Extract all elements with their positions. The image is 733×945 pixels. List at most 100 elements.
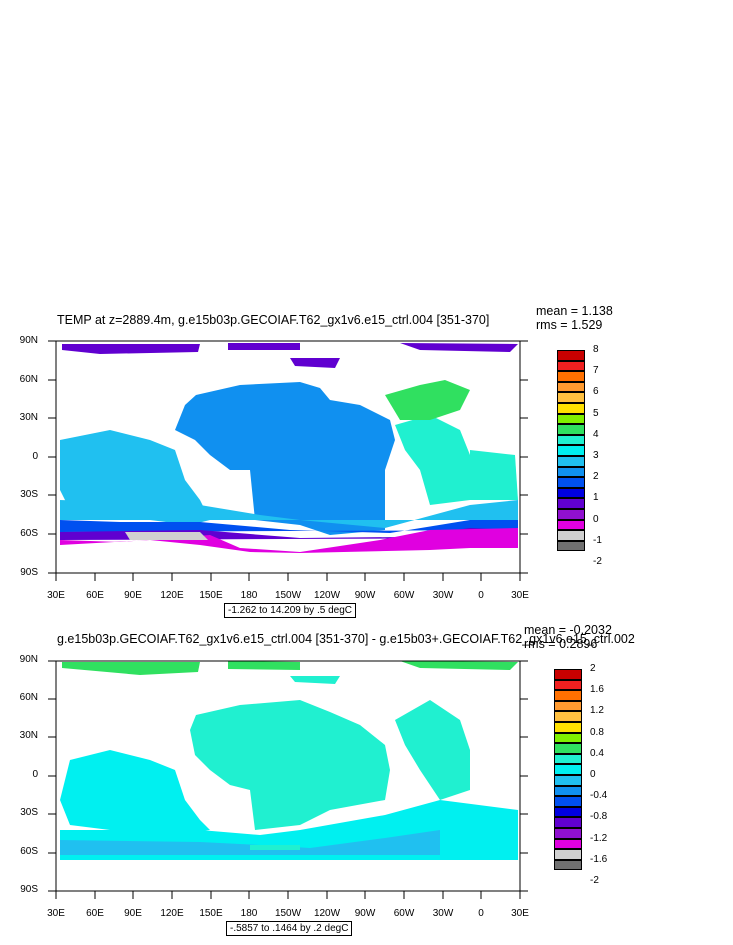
panel2-lon-label: 30E [511,908,529,919]
panel2-ocean-field [60,661,518,860]
panel1-lon-label: 60W [393,590,415,601]
colorbar-label: -1 [593,534,602,546]
panel1-lat-label: 60S [20,528,38,539]
panel1-lon-label: 180 [240,590,258,601]
colorbar-swatch [554,859,582,871]
colorbar-swatch [554,764,582,775]
colorbar-swatch [557,477,585,488]
colorbar-label: -0.8 [590,811,608,823]
colorbar-label: -0.4 [590,790,608,802]
panel2-lat-label: 30S [20,807,38,818]
panel1-rms: rms = 1.529 [536,318,603,332]
panel2-lon-label: 60W [393,908,415,919]
colorbar-label: 6 [593,386,599,398]
colorbar-swatch [557,381,585,393]
colorbar-swatch [554,690,582,701]
colorbar-swatch [557,487,585,499]
panel2-lon-label: 180 [240,908,258,919]
colorbar-swatch [557,498,585,509]
colorbar-swatch [554,700,582,712]
colorbar-label: 1 [593,492,599,504]
colorbar-label: 1.2 [590,705,604,717]
panel2-lat-label: 90S [20,884,38,895]
colorbar-swatch [557,445,585,456]
colorbar-swatch [557,402,585,414]
panel2-lat-label: 90N [19,654,38,665]
panel1-lat-label: 90N [19,335,38,346]
colorbar-label: 4 [593,428,599,440]
colorbar-swatch [554,711,582,722]
colorbar-label: -1.6 [590,853,608,865]
colorbar-swatch [557,350,585,361]
panel2-mean: mean = -0.2032 [524,623,612,637]
colorbar-swatch [557,508,585,520]
colorbar-swatch [554,806,582,818]
colorbar-swatch [557,413,585,425]
colorbar-label: -2 [590,875,599,886]
panel1-lat-label: 30S [20,489,38,500]
panel1-lon-label: 30E [47,590,65,601]
colorbar-swatch [554,838,582,850]
colorbar-swatch [557,360,585,372]
panel1-lat-label: 0 [32,451,38,462]
panel2-lon-label: 30W [432,908,454,919]
colorbar-label: 7 [593,365,599,377]
colorbar-label: 2 [593,471,599,483]
colorbar-label: 0 [590,769,596,780]
colorbar-swatch [554,774,582,786]
colorbar-swatch [554,796,582,807]
panel1-lon-label: 60E [86,590,104,601]
colorbar-swatch [557,434,585,446]
colorbar-swatch [557,540,585,552]
panel2-lon-label: 30E [47,908,65,919]
panel2-lat-label: 30N [19,730,38,741]
panel1-title: TEMP at z=2889.4m, g.e15b03p.GECOIAF.T62… [57,313,490,327]
panel1-lon-label: 0 [478,590,484,601]
colorbar-label: 5 [593,407,599,419]
colorbar-label: 0.8 [590,726,604,738]
colorbar-swatch [554,743,582,754]
colorbar-label: 0 [593,513,599,525]
colorbar-swatch [557,424,585,435]
colorbar-label: 1.6 [590,684,604,696]
colorbar-swatch [554,679,582,691]
panel2-range-box: -.5857 to .1464 by .2 degC [226,921,353,936]
panel1-lat-label: 30N [19,412,38,423]
colorbar-swatch [557,530,585,541]
colorbar-swatch [554,785,582,797]
panel1-mean: mean = 1.138 [536,304,613,318]
panel2-title: g.e15b03p.GECOIAF.T62_gx1v6.e15_ctrl.004… [57,632,635,646]
colorbar-swatch [554,732,582,744]
colorbar-swatch [554,817,582,828]
panel2-lon-label: 90W [354,908,376,919]
colorbar-swatch [557,392,585,403]
panel2-map [48,660,528,899]
colorbar-label: 8 [593,344,599,355]
panel1-lon-label: 90E [124,590,142,601]
colorbar-swatch [557,371,585,382]
colorbar-swatch [554,849,582,860]
panel1-map [48,340,528,581]
panel1-lon-label: 90W [354,590,376,601]
colorbar-swatch [554,721,582,733]
panel1-lon-label: 30E [511,590,529,601]
colorbar-label: 0.4 [590,747,604,759]
panel1-lat-label: 60N [19,374,38,385]
colorbar-swatch [554,669,582,680]
panel2-lat-label: 0 [32,769,38,780]
colorbar-swatch [557,519,585,531]
panel2-lon-label: 90E [124,908,142,919]
colorbar-swatch [557,466,585,478]
panel1-lon-label: 120E [160,590,184,601]
panel2-ticks [48,660,528,899]
panel1-ticks [48,340,528,581]
panel2-lon-label: 120W [313,908,341,919]
panel2-lon-label: 150E [199,908,223,919]
panel2-lon-label: 150W [274,908,302,919]
panel1-range-box: -1.262 to 14.209 by .5 degC [224,603,356,618]
colorbar-swatch [554,753,582,765]
panel1-lon-label: 30W [432,590,454,601]
colorbar-label: -1.2 [590,832,608,844]
panel1-colorbar [557,350,585,552]
panel2-lat-label: 60N [19,692,38,703]
